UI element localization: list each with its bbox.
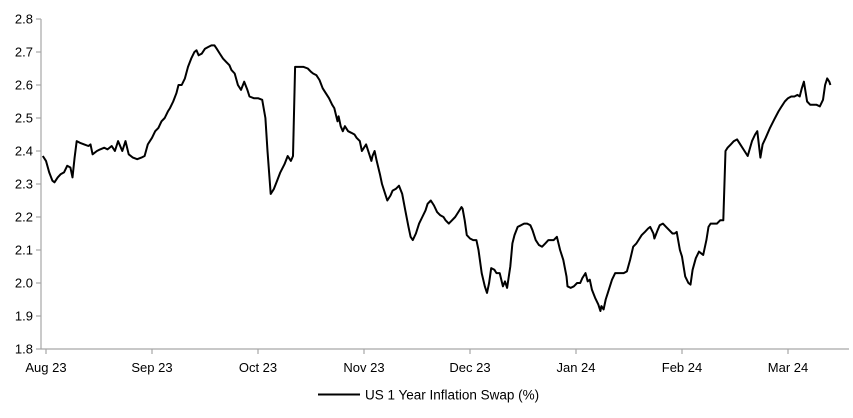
x-tick-label: Jan 24: [556, 360, 595, 375]
y-tick-label: 2.1: [15, 243, 33, 258]
chart-legend: US 1 Year Inflation Swap (%): [318, 388, 539, 403]
y-tick-label: 2.3: [15, 177, 33, 192]
series-line-us-1y-inflation-swap: [41, 44, 832, 312]
y-tick-label: 2.5: [15, 111, 33, 126]
y-tick-label: 2.7: [15, 45, 33, 60]
y-tick-label: 2.4: [15, 144, 33, 159]
axes: [40, 19, 849, 350]
x-tick-label: Aug 23: [25, 360, 66, 375]
y-tick-label: 2.8: [15, 12, 33, 27]
y-tick-label: 1.9: [15, 309, 33, 324]
y-axis-ticks: 2.8 2.7 2.6 2.5 2.4 2.3 2.2 2.1 2.0 1.9 1.8: [15, 12, 41, 357]
x-tick-label: Mar 24: [768, 360, 808, 375]
y-tick-label: 2.6: [15, 78, 33, 93]
x-tick-label: Oct 23: [239, 360, 277, 375]
legend-label: US 1 Year Inflation Swap (%): [365, 388, 539, 403]
y-tick-label: 2.0: [15, 276, 33, 291]
x-tick-label: Nov 23: [343, 360, 384, 375]
y-tick-label: 1.8: [15, 342, 33, 357]
x-axis-ticks: Aug 23 Sep 23 Oct 23 Nov 23 Dec 23 Jan 24 Feb …: [25, 349, 808, 375]
y-tick-label: 2.2: [15, 210, 33, 225]
x-tick-label: Sep 23: [131, 360, 172, 375]
x-tick-label: Dec 23: [449, 360, 490, 375]
x-tick-label: Feb 24: [662, 360, 702, 375]
